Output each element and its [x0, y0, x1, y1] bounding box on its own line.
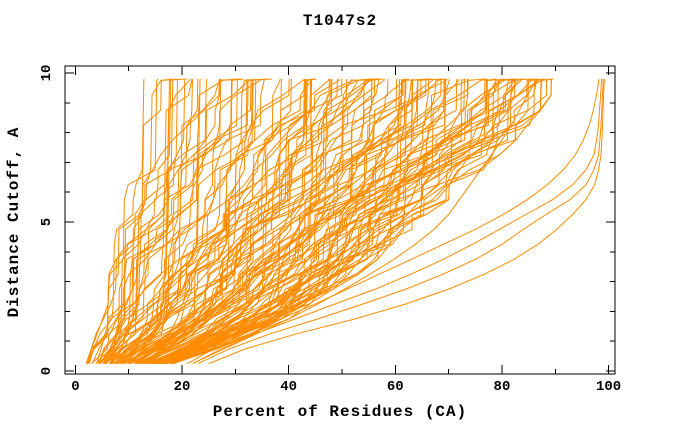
x-tick-label: 20 [173, 379, 191, 395]
x-tick-label: 0 [71, 379, 80, 395]
x-tick-label: 100 [595, 379, 622, 395]
y-axis-label: Distance Cutoff, A [5, 126, 23, 318]
y-tick-label: 10 [39, 64, 55, 82]
axes-frame [64, 65, 616, 375]
x-tick-label: 80 [493, 379, 511, 395]
y-tick-label: 5 [39, 217, 55, 227]
x-tick-label: 60 [386, 379, 404, 395]
y-tick-label: 0 [39, 366, 55, 376]
x-axis-label: Percent of Residues (CA) [212, 403, 468, 421]
chart-title: T1047s2 [302, 12, 378, 30]
x-tick-label: 40 [280, 379, 298, 395]
model-curves [85, 78, 605, 365]
